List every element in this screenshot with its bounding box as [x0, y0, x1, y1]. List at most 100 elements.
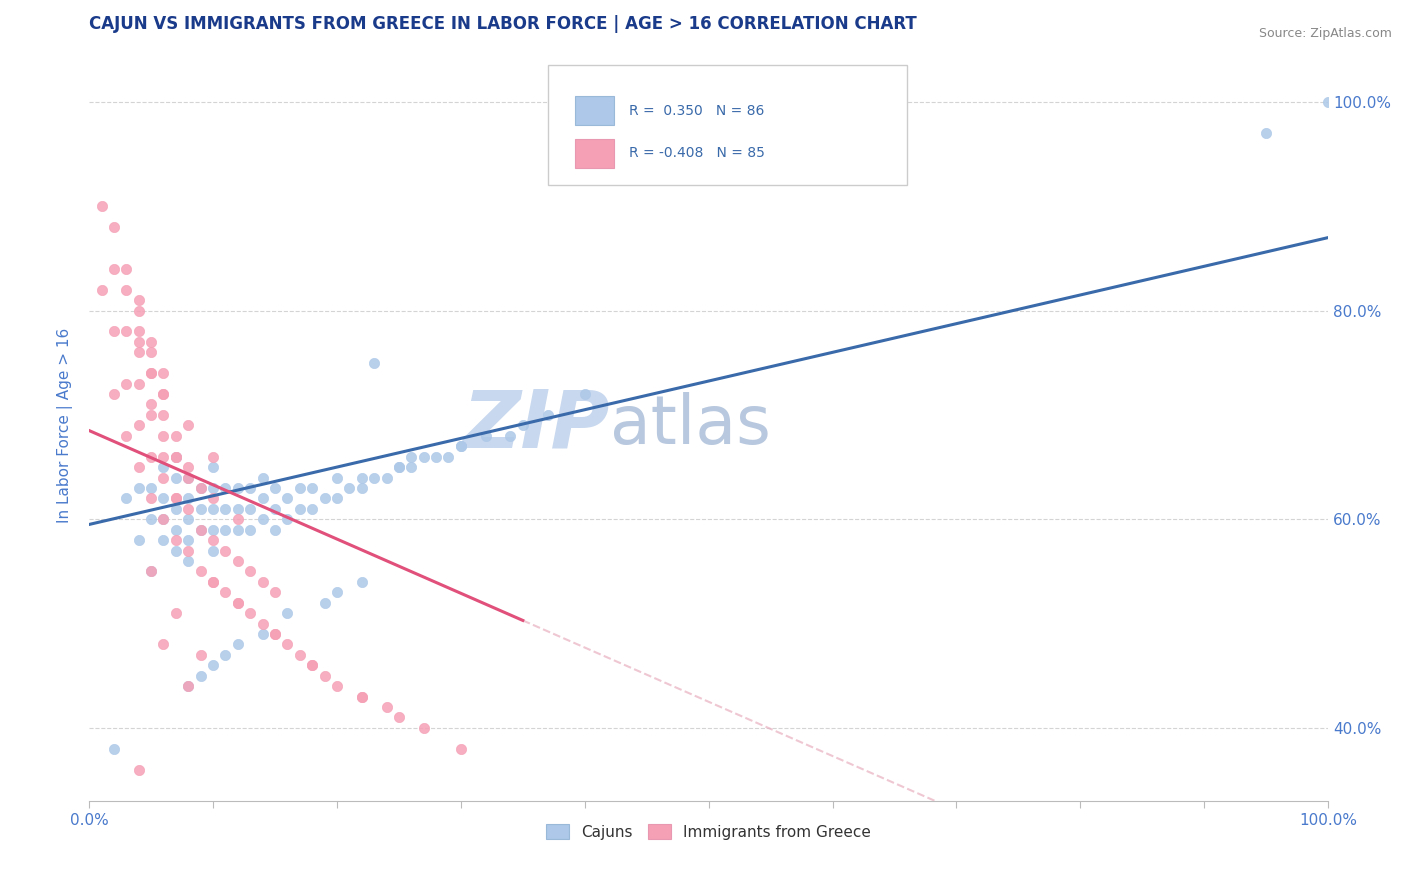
Point — [252, 491, 274, 506]
Point — [226, 501, 249, 516]
Point — [252, 470, 274, 484]
Point — [190, 523, 212, 537]
Point — [252, 512, 274, 526]
Point — [165, 470, 187, 484]
Point — [574, 387, 596, 401]
Point — [202, 574, 225, 589]
Point — [103, 387, 125, 401]
Point — [152, 512, 174, 526]
Point — [177, 554, 200, 568]
Text: R =  0.350   N = 86: R = 0.350 N = 86 — [630, 103, 765, 118]
Point — [139, 450, 162, 464]
Point — [301, 658, 323, 673]
Point — [139, 565, 162, 579]
Text: atlas: atlas — [610, 392, 770, 458]
Point — [152, 429, 174, 443]
Point — [401, 450, 423, 464]
Text: CAJUN VS IMMIGRANTS FROM GREECE IN LABOR FORCE | AGE > 16 CORRELATION CHART: CAJUN VS IMMIGRANTS FROM GREECE IN LABOR… — [89, 15, 917, 33]
Point — [202, 574, 225, 589]
Point — [177, 679, 200, 693]
Point — [165, 450, 187, 464]
Point — [128, 325, 150, 339]
Point — [165, 429, 187, 443]
Point — [252, 616, 274, 631]
Point — [152, 460, 174, 475]
Text: ZIP: ZIP — [463, 386, 610, 465]
Point — [90, 283, 112, 297]
Point — [115, 325, 138, 339]
Point — [214, 501, 236, 516]
Point — [177, 460, 200, 475]
Text: Source: ZipAtlas.com: Source: ZipAtlas.com — [1258, 27, 1392, 40]
Point — [301, 481, 323, 495]
Point — [190, 481, 212, 495]
Point — [202, 523, 225, 537]
Point — [288, 648, 311, 662]
Point — [128, 481, 150, 495]
Point — [202, 533, 225, 547]
Point — [425, 450, 447, 464]
Point — [128, 763, 150, 777]
Bar — [575, 96, 614, 125]
Point — [1317, 95, 1340, 109]
Point — [152, 366, 174, 380]
Point — [264, 523, 287, 537]
Point — [214, 543, 236, 558]
Point — [202, 658, 225, 673]
Point — [190, 501, 212, 516]
Legend: Cajuns, Immigrants from Greece: Cajuns, Immigrants from Greece — [540, 818, 877, 846]
Point — [239, 481, 262, 495]
Point — [103, 261, 125, 276]
Point — [103, 220, 125, 235]
Point — [90, 199, 112, 213]
Point — [165, 533, 187, 547]
Point — [139, 345, 162, 359]
Point — [165, 450, 187, 464]
Point — [165, 450, 187, 464]
Point — [474, 429, 496, 443]
Point — [115, 491, 138, 506]
Point — [165, 491, 187, 506]
Point — [190, 481, 212, 495]
Point — [190, 523, 212, 537]
Point — [165, 606, 187, 620]
Point — [202, 543, 225, 558]
Point — [326, 585, 349, 599]
Point — [190, 648, 212, 662]
Point — [128, 303, 150, 318]
Point — [375, 470, 398, 484]
Point — [165, 543, 187, 558]
Point — [152, 408, 174, 422]
Point — [363, 470, 385, 484]
Point — [264, 627, 287, 641]
Point — [190, 669, 212, 683]
Point — [202, 481, 225, 495]
Point — [226, 523, 249, 537]
Point — [388, 460, 411, 475]
Point — [450, 741, 472, 756]
Point — [214, 481, 236, 495]
Point — [226, 596, 249, 610]
Point — [152, 533, 174, 547]
Point — [177, 533, 200, 547]
Point — [375, 700, 398, 714]
Point — [202, 460, 225, 475]
Point — [1256, 126, 1278, 140]
Point — [152, 387, 174, 401]
Point — [152, 491, 174, 506]
Point — [264, 627, 287, 641]
Point — [276, 491, 298, 506]
Point — [314, 669, 336, 683]
Point — [226, 481, 249, 495]
Point — [177, 501, 200, 516]
Point — [128, 460, 150, 475]
Point — [177, 491, 200, 506]
Point — [139, 366, 162, 380]
Point — [264, 501, 287, 516]
Point — [139, 408, 162, 422]
Point — [337, 481, 360, 495]
Point — [152, 637, 174, 651]
Point — [152, 450, 174, 464]
Point — [314, 491, 336, 506]
Point — [152, 387, 174, 401]
